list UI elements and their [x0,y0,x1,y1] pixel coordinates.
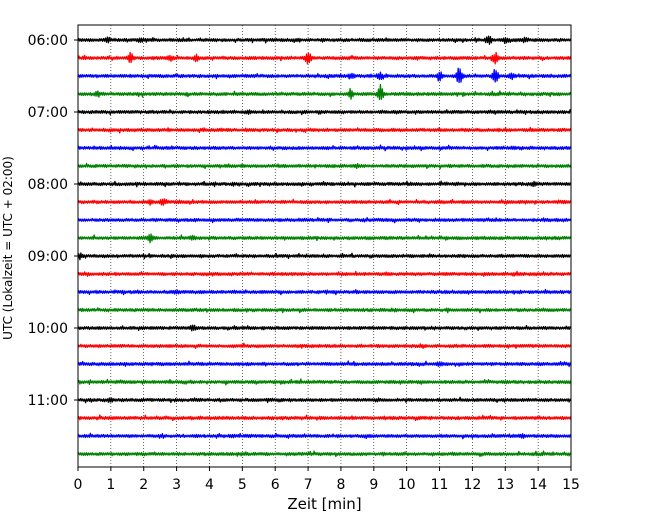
seismogram-trace [77,144,572,152]
seismogram-trace [77,324,572,332]
plot-frame [77,24,572,468]
x-tick-label: 0 [74,477,83,493]
seismogram-trace [77,378,572,386]
x-tick-label: 3 [172,477,181,493]
seismogram-trace [77,109,572,116]
x-tick-label: 2 [139,477,148,493]
x-tick-label: 12 [463,477,481,493]
seismogram-trace [77,180,572,188]
y-tick-label: 06:00 [28,33,68,49]
seismogram-trace [77,270,572,277]
x-axis: 0 1 2 3 4 5 6 7 8 9 10 11 12 13 14 15 [74,467,580,493]
seismogram-trace [77,396,572,404]
seismogram-trace [77,162,572,170]
x-tick-label: 13 [496,477,514,493]
x-tick-label: 6 [271,477,280,493]
y-tick-label: 09:00 [28,249,68,265]
seismogram-trace [77,51,572,65]
seismogram-trace [77,414,572,422]
y-tick-label: 08:00 [28,177,68,193]
x-tick-label: 14 [529,477,547,493]
x-tick-label: 4 [205,477,214,493]
y-tick-label: 07:00 [28,105,68,121]
x-tick-label: 10 [398,477,416,493]
seismogram-trace [77,233,572,244]
seismogram-trace [77,67,572,84]
x-tick-label: 1 [106,477,115,493]
x-tick-label: 5 [238,477,247,493]
seismogram-trace [77,288,572,296]
trace-group [77,35,572,458]
seismogram-trace [77,360,572,368]
seismogram-trace [77,432,572,440]
y-tick-label: 11:00 [28,393,68,409]
seismogram-trace [77,83,572,101]
y-axis: 06:00 07:00 08:00 09:00 10:00 11:00 [28,33,78,409]
x-tick-label: 9 [369,477,378,493]
y-axis-label: UTC (Lokalzeit = UTC + 02:00) [1,156,15,340]
seismogram-trace [77,450,572,458]
x-axis-label: Zeit [min] [287,495,361,513]
x-tick-label: 11 [431,477,449,493]
x-tick-label: 7 [304,477,313,493]
seismogram-trace [77,126,572,134]
x-tick-label: 15 [562,477,580,493]
x-tick-label: 8 [336,477,345,493]
seismogram-trace [77,307,572,314]
seismogram-trace [77,35,572,45]
seismogram-trace [77,252,572,261]
seismogram-trace [77,216,572,224]
seismogram-trace [77,342,572,350]
y-tick-label: 10:00 [28,321,68,337]
seismogram-trace [77,198,572,206]
